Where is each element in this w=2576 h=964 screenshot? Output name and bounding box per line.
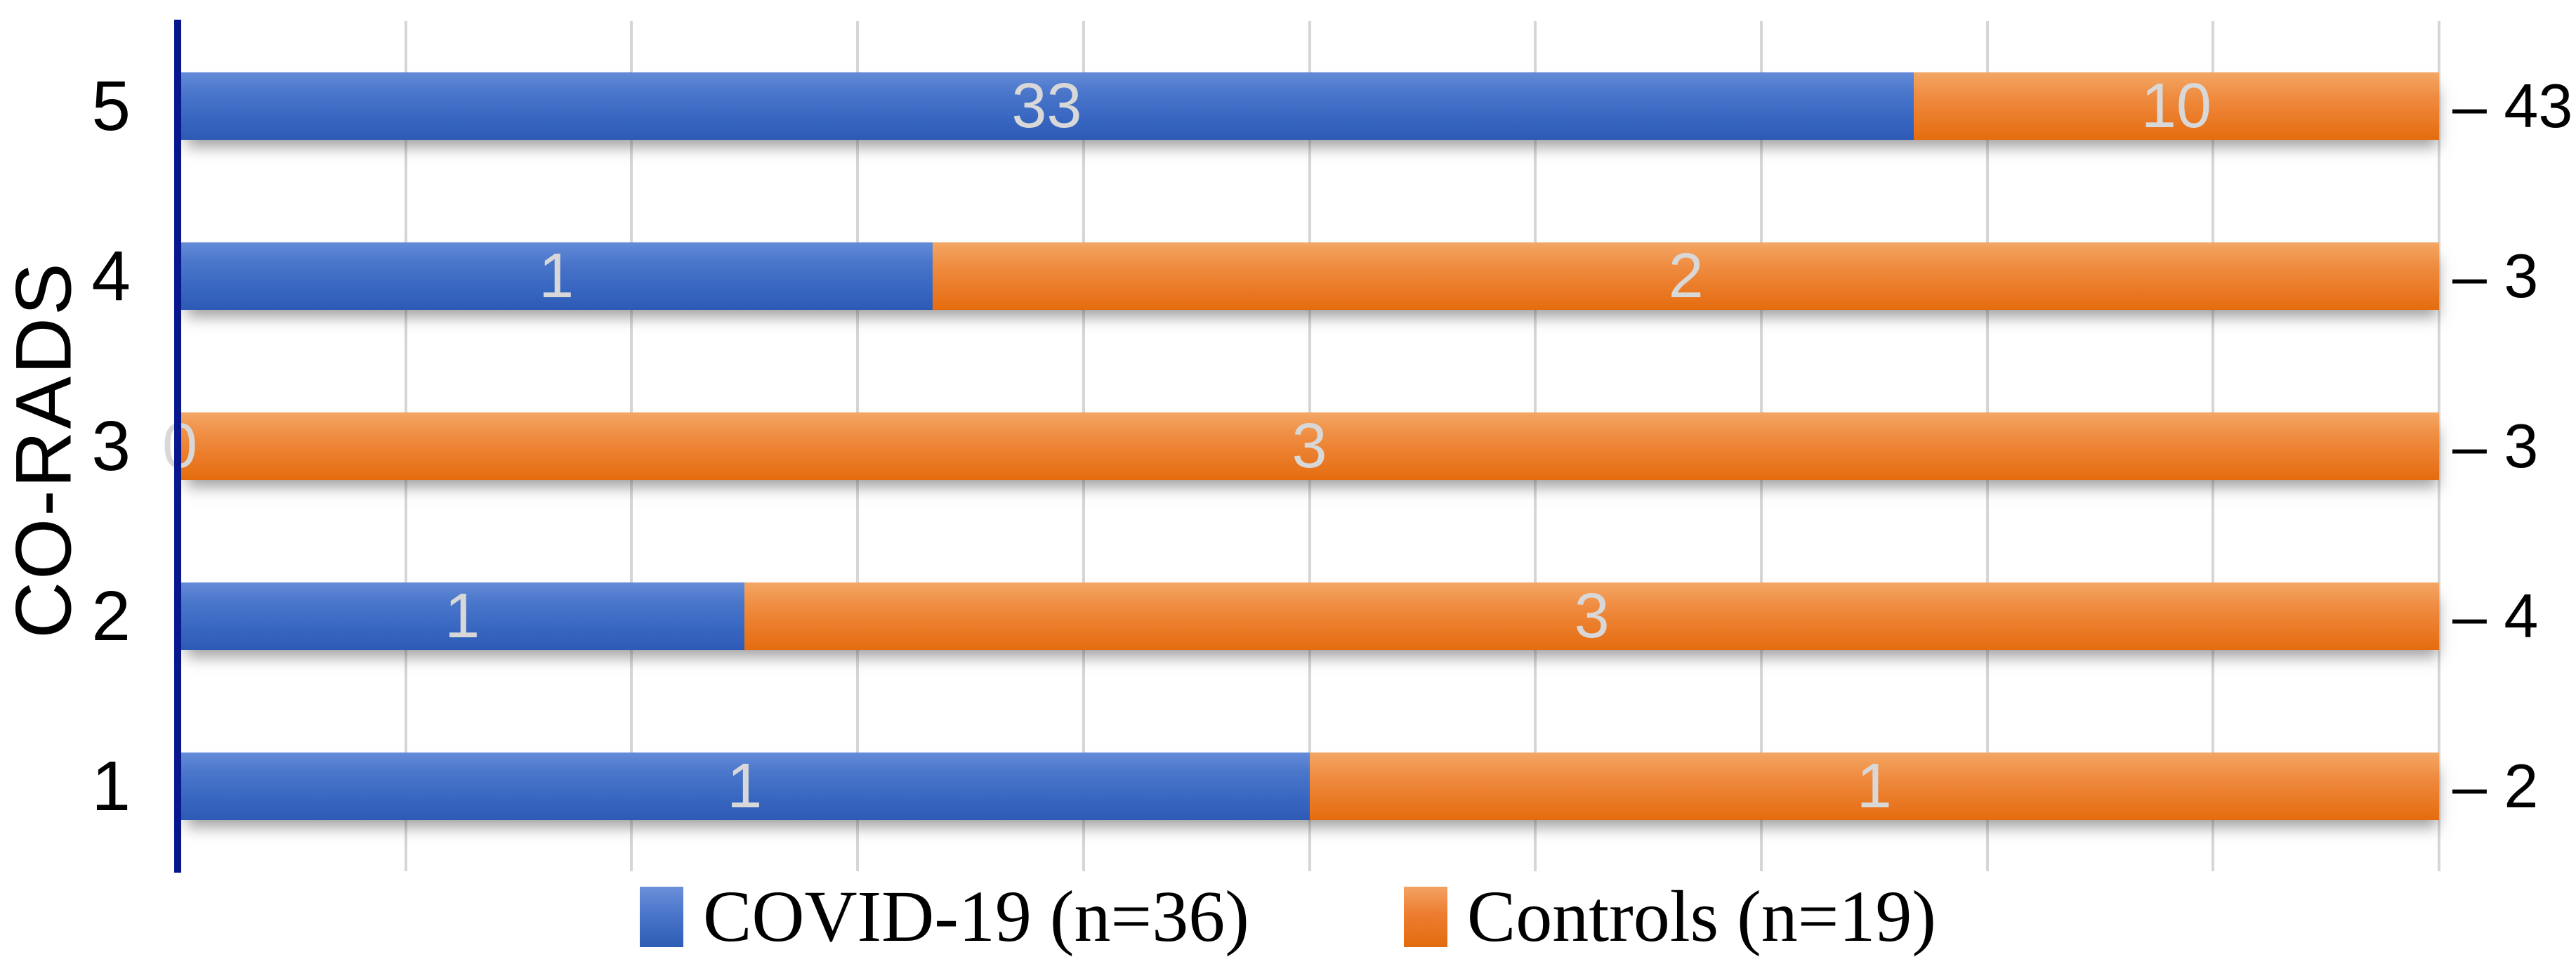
total-label: – 3 bbox=[2452, 241, 2539, 311]
total-label: – 4 bbox=[2452, 581, 2539, 651]
segment-value-label: 33 bbox=[1011, 71, 1082, 141]
bar-row bbox=[180, 582, 2439, 650]
segment-value-label: 10 bbox=[2141, 71, 2212, 141]
covid-series-swatch-icon bbox=[639, 887, 683, 947]
bar-row bbox=[180, 753, 2439, 820]
segment-value-label: 1 bbox=[727, 751, 763, 821]
plot-area: 331012031311 bbox=[162, 21, 2440, 871]
controls-segment bbox=[1309, 753, 2439, 820]
category-tick-label: 1 bbox=[91, 747, 131, 826]
covid-segment bbox=[180, 753, 1310, 820]
covid-segment bbox=[180, 582, 745, 650]
segment-value-label: 1 bbox=[539, 241, 574, 311]
bar-row bbox=[180, 412, 2439, 480]
controls-segment bbox=[1913, 72, 2439, 140]
total-label: – 43 bbox=[2452, 71, 2573, 141]
category-tick-label: 5 bbox=[91, 67, 131, 145]
gridline bbox=[2438, 21, 2440, 871]
category-tick-label: 3 bbox=[91, 407, 131, 486]
legend-item-controls: Controls (n=19) bbox=[1403, 876, 1937, 957]
category-tick-label: 4 bbox=[91, 237, 131, 315]
category-tick-label: 2 bbox=[91, 577, 131, 656]
controls-segment bbox=[744, 582, 2439, 650]
segment-value-label: 1 bbox=[445, 581, 480, 651]
total-label: – 3 bbox=[2452, 411, 2539, 481]
segment-value-label: 3 bbox=[1574, 581, 1610, 651]
segment-value-label: 2 bbox=[1668, 241, 1704, 311]
controls-segment bbox=[933, 242, 2439, 310]
covid-segment bbox=[180, 242, 933, 310]
legend-label-covid: COVID-19 (n=36) bbox=[702, 876, 1249, 957]
segment-value-label: 1 bbox=[1856, 751, 1892, 821]
covid-segment bbox=[180, 72, 1914, 140]
segment-value-label: 3 bbox=[1292, 411, 1327, 481]
legend-label-controls: Controls (n=19) bbox=[1466, 876, 1937, 957]
bar-row bbox=[180, 72, 2439, 140]
total-label: – 2 bbox=[2452, 751, 2539, 821]
legend: COVID-19 (n=36) Controls (n=19) bbox=[0, 878, 2576, 956]
controls-series-swatch-icon bbox=[1403, 887, 1447, 947]
controls-segment bbox=[180, 412, 2439, 480]
bar-row bbox=[180, 242, 2439, 310]
legend-item-covid: COVID-19 (n=36) bbox=[639, 876, 1249, 957]
y-axis-line bbox=[174, 20, 181, 873]
